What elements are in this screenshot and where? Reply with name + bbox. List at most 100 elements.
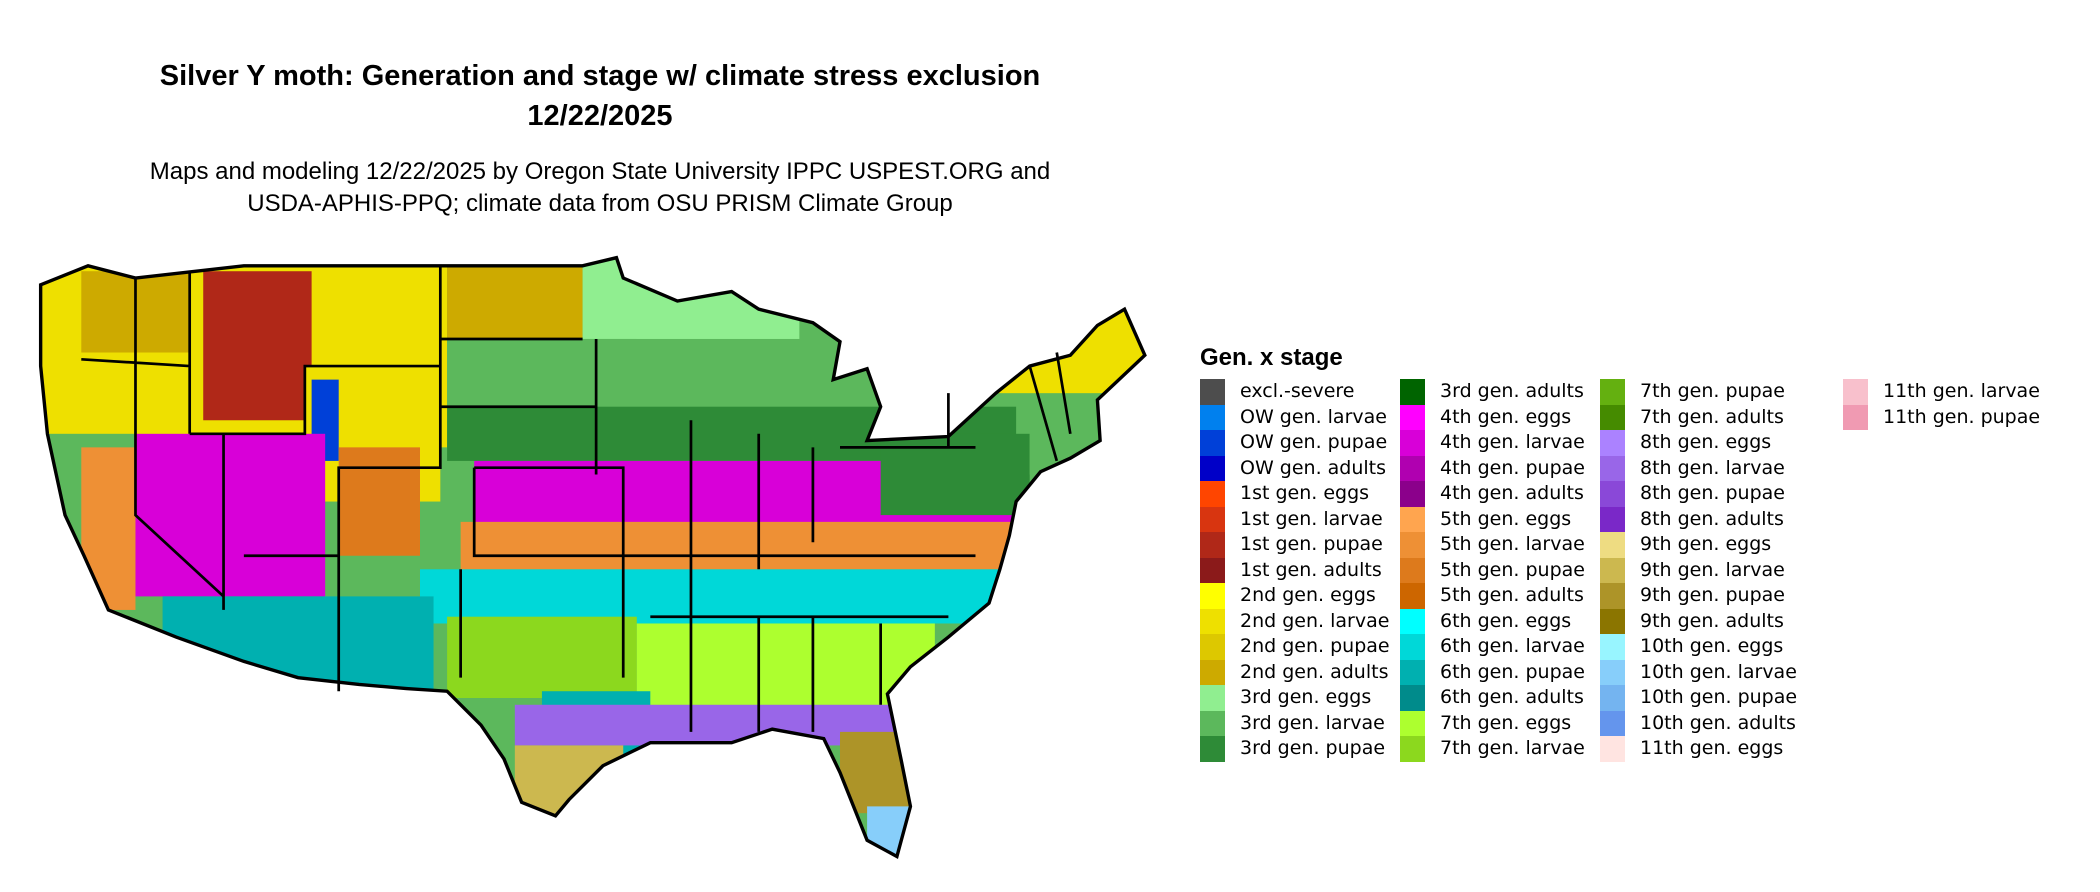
legend-swatch — [1600, 685, 1625, 711]
legend-swatch — [1400, 685, 1425, 711]
legend-label: 5th gen. adults — [1440, 584, 1584, 606]
legend-swatch — [1400, 710, 1425, 736]
legend-swatch — [1400, 608, 1425, 634]
legend-label: 6th gen. adults — [1440, 686, 1584, 708]
legend-swatch — [1600, 710, 1625, 736]
legend-swatch — [1200, 557, 1225, 583]
legend-swatch — [1600, 404, 1625, 430]
legend-swatch — [1200, 634, 1225, 660]
legend-label: 5th gen. larvae — [1440, 533, 1585, 555]
legend-label: 11th gen. larvae — [1883, 380, 2040, 402]
legend-label: 10th gen. pupae — [1640, 686, 1798, 708]
legend-swatch — [1200, 404, 1225, 430]
legend-label: 6th gen. larvae — [1440, 635, 1585, 657]
legend-swatch — [1843, 404, 1868, 430]
legend-label: 3rd gen. pupae — [1240, 737, 1386, 759]
legend-swatch — [1200, 685, 1225, 711]
legend-label: 5th gen. eggs — [1440, 507, 1572, 530]
legend-swatch — [1600, 583, 1625, 609]
legend-label: 8th gen. eggs — [1640, 431, 1772, 453]
legend-swatch — [1400, 481, 1425, 507]
legend-swatch — [1200, 583, 1225, 609]
legend-swatch — [1400, 557, 1425, 583]
legend-label: 4th gen. larvae — [1440, 431, 1585, 453]
subtitle-line1: Maps and modeling 12/22/2025 by Oregon S… — [149, 158, 1051, 185]
legend-label: 9th gen. adults — [1640, 609, 1784, 632]
legend-label: 10th gen. larvae — [1640, 660, 1797, 683]
legend-swatch — [1200, 455, 1225, 481]
legend-label: 3rd gen. adults — [1440, 380, 1584, 402]
legend-label: 7th gen. eggs — [1440, 711, 1572, 734]
legend-swatch — [1200, 481, 1225, 507]
legend-title: Gen. x stage — [1200, 344, 1343, 371]
legend-swatch — [1400, 455, 1425, 481]
legend-label: 8th gen. larvae — [1640, 456, 1785, 479]
legend-swatch — [1600, 557, 1625, 583]
legend-label: 3rd gen. larvae — [1240, 711, 1385, 734]
legend-label: 1st gen. pupae — [1240, 533, 1383, 555]
legend-swatch — [1600, 455, 1625, 481]
legend-label: 9th gen. larvae — [1640, 558, 1785, 581]
legend-label: 11th gen. eggs — [1640, 737, 1784, 759]
legend-swatch — [1600, 506, 1625, 532]
legend-label: 4th gen. eggs — [1440, 405, 1572, 428]
subtitle-line2: USDA-APHIS-PPQ; climate data from OSU PR… — [247, 190, 953, 217]
legend-swatch — [1400, 506, 1425, 532]
legend-label: 2nd gen. pupae — [1240, 635, 1390, 657]
legend-swatch — [1600, 608, 1625, 634]
legend-swatch — [1400, 404, 1425, 430]
legend-swatch — [1200, 659, 1225, 685]
legend-swatch — [1600, 634, 1625, 660]
legend-swatch — [1400, 736, 1425, 762]
phenology-raster — [40, 257, 1145, 857]
legend-label: 4th gen. adults — [1440, 482, 1584, 504]
legend-swatch — [1400, 583, 1425, 609]
legend-swatch — [1200, 430, 1225, 456]
legend-swatch — [1200, 736, 1225, 762]
map-title-line1: Silver Y moth: Generation and stage w/ c… — [159, 60, 1041, 92]
legend-label: 6th gen. eggs — [1440, 609, 1572, 632]
legend-label: OW gen. larvae — [1240, 405, 1387, 428]
legend-swatch — [1400, 634, 1425, 660]
legend-label: 4th gen. pupae — [1440, 456, 1585, 479]
legend-swatch — [1400, 659, 1425, 685]
legend-swatch — [1200, 710, 1225, 736]
legend-label: 9th gen. eggs — [1640, 533, 1772, 555]
legend-label: excl.-severe — [1240, 380, 1355, 402]
legend-swatch — [1600, 736, 1625, 762]
legend-label: 7th gen. adults — [1640, 405, 1784, 428]
legend-swatch — [1600, 430, 1625, 456]
legend-swatch — [1200, 506, 1225, 532]
legend-swatch — [1400, 379, 1425, 405]
legend-swatch — [1600, 532, 1625, 558]
legend-label: 1st gen. adults — [1240, 558, 1382, 581]
legend-label: OW gen. pupae — [1240, 431, 1388, 453]
legend-label: 10th gen. eggs — [1640, 635, 1784, 657]
legend-swatch — [1200, 532, 1225, 558]
map-title-line2: 12/22/2025 — [527, 100, 673, 132]
legend-swatch — [1843, 379, 1868, 405]
legend-swatch — [1600, 659, 1625, 685]
legend-label: 7th gen. larvae — [1440, 737, 1585, 759]
legend-swatch — [1400, 532, 1425, 558]
legend-label: OW gen. adults — [1240, 456, 1387, 479]
legend-label: 1st gen. larvae — [1240, 507, 1383, 530]
legend-label: 7th gen. pupae — [1640, 380, 1785, 402]
legend-label: 2nd gen. adults — [1240, 660, 1389, 683]
legend-label: 6th gen. pupae — [1440, 660, 1585, 683]
legend-label: 3rd gen. eggs — [1240, 686, 1372, 708]
legend-swatch — [1400, 430, 1425, 456]
legend-label: 2nd gen. larvae — [1240, 609, 1390, 632]
legend-label: 8th gen. adults — [1640, 507, 1784, 530]
legend-swatch — [1200, 608, 1225, 634]
legend-label: 1st gen. eggs — [1240, 482, 1370, 504]
legend-label: 10th gen. adults — [1640, 711, 1796, 734]
legend-label: 11th gen. pupae — [1883, 405, 2041, 428]
legend-label: 5th gen. pupae — [1440, 558, 1585, 581]
legend-swatch — [1600, 379, 1625, 405]
legend-label: 8th gen. pupae — [1640, 482, 1785, 504]
state-boundaries — [81, 265, 1072, 732]
legend-label: 2nd gen. eggs — [1240, 584, 1376, 606]
legend-swatch — [1200, 379, 1225, 405]
